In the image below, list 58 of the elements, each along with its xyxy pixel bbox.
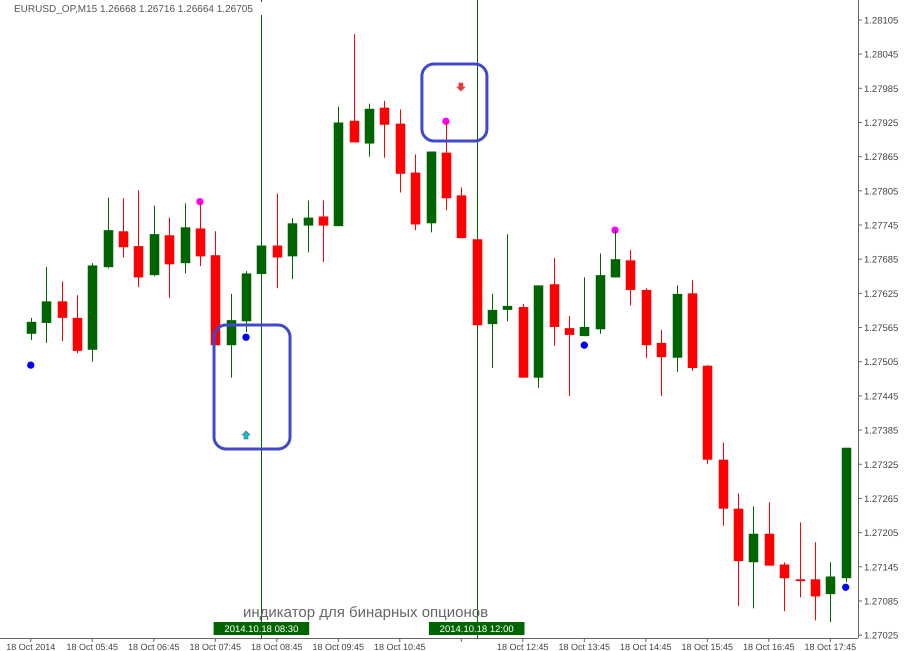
x-tick-label: 18 Oct 10:45 xyxy=(374,642,426,651)
x-tick-label: 18 Oct 12:45 xyxy=(497,642,549,651)
candlestick xyxy=(272,193,282,289)
candlestick xyxy=(564,316,574,396)
chart-title: EURUSD_OP,M15 1.26668 1.26716 1.26664 1.26705 xyxy=(14,4,254,15)
x-tick-label: 18 Oct 07:45 xyxy=(189,642,242,651)
candlestick xyxy=(502,234,512,322)
candlestick xyxy=(826,562,836,623)
x-tick-label: 18 Oct 17:45 xyxy=(804,642,856,651)
candlestick xyxy=(796,522,806,598)
y-tick-label: 1.27505 xyxy=(864,357,898,368)
y-tick-label: 1.27385 xyxy=(864,426,898,437)
x-tick-label: 18 Oct 08:45 xyxy=(251,642,303,651)
y-tick-label: 1.27925 xyxy=(864,118,898,129)
candlestick xyxy=(810,542,820,621)
y-tick-label: 1.27745 xyxy=(864,220,898,232)
x-tick-label: 18 Oct 06:45 xyxy=(128,642,180,651)
ref-line-label: 2014.10.18 12:00 xyxy=(440,624,514,635)
y-tick-label: 1.27445 xyxy=(864,391,898,402)
candlestick xyxy=(42,266,52,344)
candlestick xyxy=(118,198,128,258)
candlestick xyxy=(26,317,36,341)
y-tick-label: 1.27565 xyxy=(864,323,898,334)
x-tick-label: 18 Oct 15:45 xyxy=(682,642,734,651)
y-tick-label: 1.28045 xyxy=(864,50,898,61)
x-tick-label: 18 Oct 05:45 xyxy=(66,642,118,651)
candlestick xyxy=(656,329,666,396)
point xyxy=(842,584,850,591)
candlestick xyxy=(58,280,68,342)
y-tick-label: 1.27625 xyxy=(864,288,898,300)
candlestick xyxy=(488,293,498,368)
y-tick-label: 1.27085 xyxy=(864,596,898,608)
candlestick xyxy=(350,34,360,143)
y-tick-label: 1.27985 xyxy=(864,84,898,95)
x-tick-label: 18 Oct 13:45 xyxy=(558,642,610,651)
y-tick-label: 1.27325 xyxy=(864,460,898,471)
candlestick xyxy=(304,200,314,253)
candlestick xyxy=(318,200,328,263)
y-tick-label: 1.27205 xyxy=(864,528,898,540)
x-tick-label: 18 Oct 14:45 xyxy=(620,642,672,651)
ref-line-label: 2014.10.18 08:30 xyxy=(224,624,298,635)
x-tick-label: 18 Oct 2014 xyxy=(6,642,56,651)
y-tick-label: 1.27865 xyxy=(864,152,898,164)
x-tick-label: 18 Oct 16:45 xyxy=(743,642,795,651)
point xyxy=(242,334,250,341)
y-tick-label: 1.27265 xyxy=(864,494,898,505)
candlestick xyxy=(780,562,790,612)
point xyxy=(580,342,588,349)
candlestick xyxy=(580,276,590,337)
y-tick-label: 1.27145 xyxy=(864,562,898,574)
y-tick-label: 1.27805 xyxy=(864,186,898,198)
x-tick-label: 18 Oct 09:45 xyxy=(312,642,364,651)
point xyxy=(442,118,450,125)
y-tick-label: 1.27685 xyxy=(864,254,898,266)
y-tick-label: 1.28105 xyxy=(864,15,898,26)
candlestick xyxy=(380,100,390,158)
y-tick-label: 1.27025 xyxy=(864,630,898,642)
point xyxy=(27,361,34,369)
